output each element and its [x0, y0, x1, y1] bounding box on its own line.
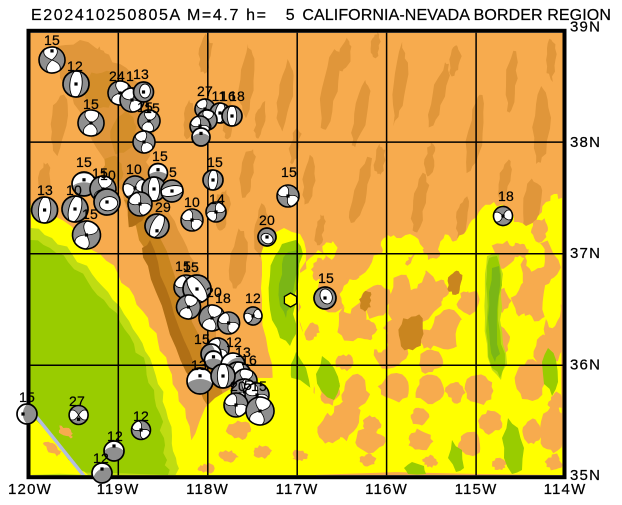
svg-text:18: 18	[498, 188, 514, 204]
svg-text:12: 12	[93, 450, 109, 466]
svg-text:12: 12	[133, 408, 149, 424]
svg-text:18: 18	[215, 290, 231, 306]
svg-text:18: 18	[229, 88, 245, 104]
svg-text:15: 15	[19, 389, 35, 405]
svg-text:15: 15	[318, 270, 334, 286]
svg-text:14: 14	[209, 191, 225, 207]
svg-text:13: 13	[235, 344, 251, 360]
svg-text:35N: 35N	[570, 467, 601, 484]
svg-text:11: 11	[212, 88, 227, 104]
svg-text:12: 12	[245, 290, 261, 306]
svg-text:20: 20	[230, 378, 246, 394]
svg-text:13: 13	[37, 182, 53, 198]
svg-text:15: 15	[152, 148, 168, 164]
svg-text:24: 24	[109, 68, 125, 84]
svg-text:27: 27	[197, 83, 213, 99]
svg-text:37N: 37N	[570, 245, 601, 262]
svg-text:13: 13	[133, 66, 149, 82]
svg-text:16: 16	[241, 352, 257, 368]
svg-text:117W: 117W	[276, 481, 319, 498]
svg-text:15: 15	[144, 100, 160, 116]
svg-text:15: 15	[281, 164, 297, 180]
svg-text:12: 12	[107, 428, 123, 444]
svg-text:114W: 114W	[544, 481, 587, 498]
svg-text:15: 15	[137, 99, 153, 115]
svg-text:115W: 115W	[455, 481, 498, 498]
svg-text:27: 27	[69, 393, 85, 409]
svg-text:10: 10	[184, 194, 200, 210]
svg-text:15: 15	[92, 165, 108, 181]
svg-text:15: 15	[194, 331, 210, 347]
svg-text:1: 1	[126, 68, 134, 84]
svg-text:10: 10	[126, 161, 142, 177]
svg-text:118W: 118W	[186, 481, 229, 498]
svg-text:119W: 119W	[97, 481, 140, 498]
svg-text:29: 29	[155, 199, 171, 215]
svg-text:20: 20	[206, 284, 222, 300]
svg-text:15: 15	[83, 96, 99, 112]
svg-text:16: 16	[220, 88, 236, 104]
svg-text:5: 5	[244, 377, 252, 393]
svg-text:36N: 36N	[570, 357, 601, 374]
svg-text:120W: 120W	[8, 481, 52, 498]
svg-text:12: 12	[226, 334, 242, 350]
svg-text:10: 10	[66, 182, 82, 198]
svg-text:12: 12	[67, 58, 83, 74]
svg-text:10: 10	[100, 167, 116, 183]
svg-text:15: 15	[76, 154, 92, 170]
svg-text:116W: 116W	[365, 481, 408, 498]
svg-text:15: 15	[175, 258, 191, 274]
svg-text:15: 15	[44, 32, 60, 48]
svg-text:38N: 38N	[570, 134, 601, 151]
svg-text:15: 15	[207, 154, 223, 170]
svg-text:39N: 39N	[570, 19, 601, 36]
svg-text:15: 15	[251, 378, 267, 394]
svg-text:E202410250805A M=4.7 h= 5 CA: E202410250805A M=4.7 h= 5 CALIFORNIA-NEV…	[31, 7, 611, 24]
svg-text:13: 13	[191, 357, 207, 373]
svg-text:20: 20	[259, 212, 275, 228]
svg-text:5: 5	[169, 164, 177, 180]
svg-text:15: 15	[82, 206, 98, 222]
svg-text:15: 15	[183, 259, 199, 275]
